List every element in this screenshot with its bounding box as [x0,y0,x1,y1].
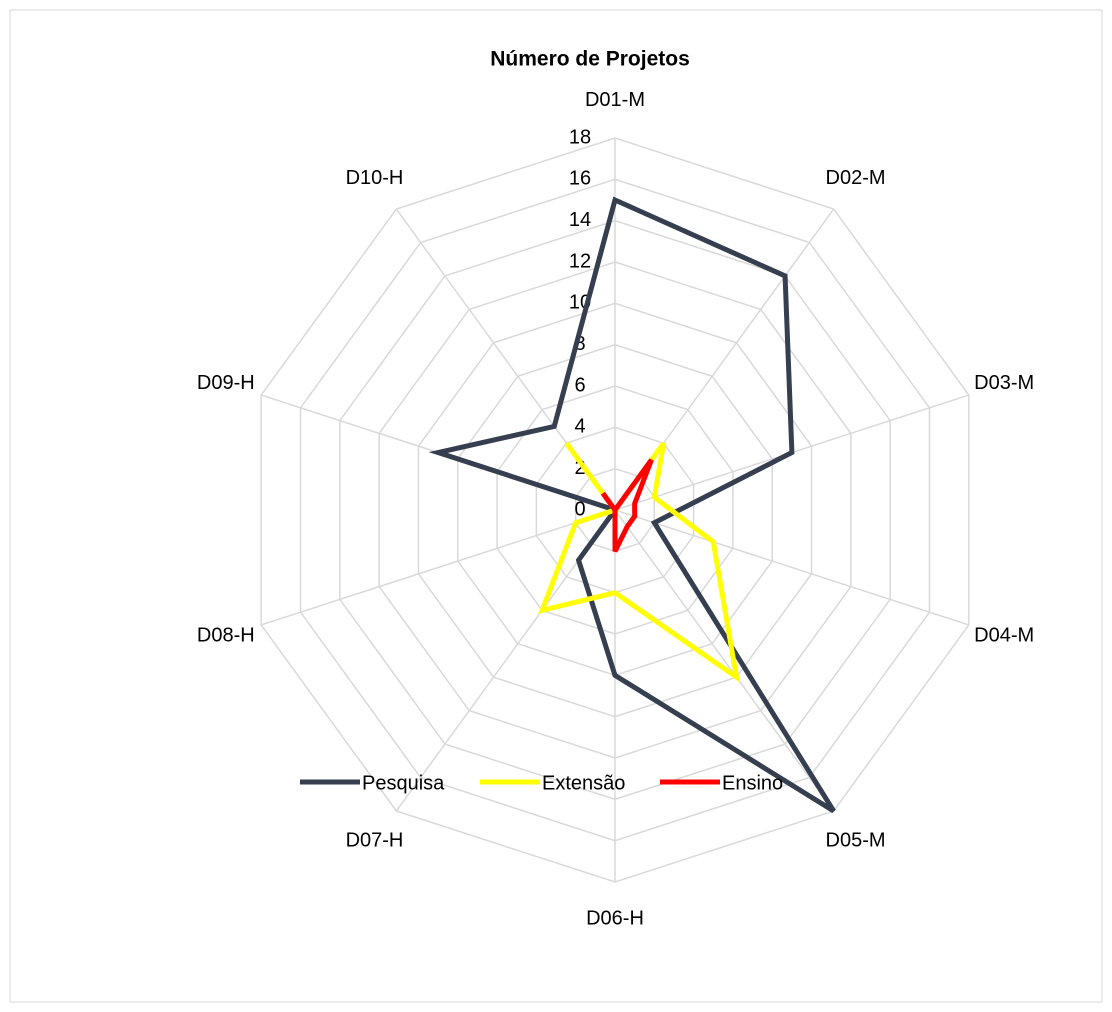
tick-label: 12 [569,250,591,272]
axis-label: D06-H [586,907,644,929]
axis-label: D04-M [974,625,1034,647]
legend-label: Ensino [722,772,783,794]
axis-label: D08-H [197,625,255,647]
axis-label: D07-H [346,829,404,851]
axis-label: D09-H [197,372,255,394]
legend-label: Extensão [542,772,625,794]
axis-label: D03-M [974,372,1034,394]
series-line [538,441,740,683]
tick-label: 6 [574,374,585,396]
spoke [614,509,970,626]
tick-label: 0 [574,498,585,520]
series-line [428,196,836,814]
chart-title: Número de Projetos [490,48,690,71]
axis-label: D05-M [826,829,886,851]
chart-frame [9,9,1103,1003]
tick-label: 14 [569,209,591,231]
tick-label: 16 [569,168,591,190]
tick-label: 18 [569,126,591,148]
spoke [260,509,616,626]
spoke [614,509,835,812]
axis-label: D02-M [826,167,886,189]
series-line [600,458,654,553]
axis-label: D10-H [346,167,404,189]
tick-label: 8 [574,333,585,355]
tick-label: 2 [574,457,585,479]
tick-label: 4 [574,416,585,438]
axis-label: D01-M [585,89,645,111]
legend-label: Pesquisa [362,772,445,794]
